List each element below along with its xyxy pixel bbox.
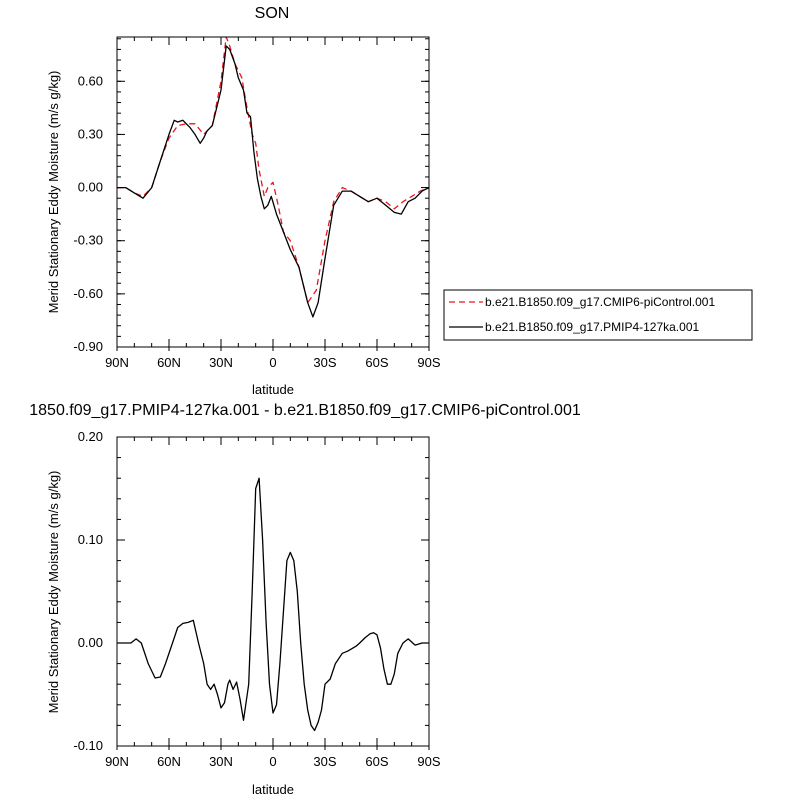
x-tick-label: 0 xyxy=(269,754,276,769)
top-y-tick-labels: 0.60 0.30 0.00 -0.30 -0.60 -0.90 xyxy=(73,73,103,354)
y-tick-label: 0.00 xyxy=(78,635,103,650)
top-y-axis-label: Merid Stationary Eddy Moisture (m/s g/kg… xyxy=(46,71,61,314)
y-tick-label: -0.30 xyxy=(73,233,103,248)
x-tick-label: 60N xyxy=(157,355,181,370)
bottom-plot-frame xyxy=(116,436,430,747)
series-line-pmip xyxy=(117,45,430,318)
x-tick-label: 30N xyxy=(209,754,233,769)
x-tick-label: 60S xyxy=(365,355,388,370)
x-tick-label: 90N xyxy=(105,754,129,769)
series-line-difference xyxy=(117,477,429,732)
top-chart-panel: SON 0.60 0.30 0.00 -0.30 -0.60 -0.90 90N 60N 30… xyxy=(46,5,753,397)
bottom-chart-panel: 1850.f09_g17.PMIP4-127ka.001 - b.e21.B18… xyxy=(29,402,581,797)
bottom-y-axis-label: Merid Stationary Eddy Moisture (m/s g/kg… xyxy=(46,471,61,714)
bottom-x-axis-label: latitude xyxy=(252,782,294,797)
top-x-axis-label: latitude xyxy=(252,382,294,397)
top-chart-title: SON xyxy=(255,5,290,22)
x-tick-label: 30N xyxy=(209,355,233,370)
x-tick-label: 60S xyxy=(365,754,388,769)
y-tick-label: 0.00 xyxy=(78,180,103,195)
y-tick-label: 0.20 xyxy=(78,429,103,444)
legend: b.e21.B1850.f09_g17.CMIP6-piControl.001 … xyxy=(443,289,753,341)
x-tick-label: 60N xyxy=(157,754,181,769)
x-tick-label: 0 xyxy=(269,355,276,370)
y-tick-label: -0.60 xyxy=(73,286,103,301)
legend-box xyxy=(443,289,753,341)
y-tick-label: 0.10 xyxy=(78,532,103,547)
bottom-series-lines xyxy=(117,477,429,732)
x-tick-label: 30S xyxy=(313,754,336,769)
bottom-axis-ticks xyxy=(116,436,430,750)
bottom-y-tick-labels: 0.20 0.10 0.00 -0.10 xyxy=(73,429,103,753)
top-x-tick-labels: 90N 60N 30N 0 30S 60S 90S xyxy=(105,355,441,370)
y-tick-label: 0.30 xyxy=(78,126,103,141)
x-tick-label: 90S xyxy=(417,355,440,370)
top-series-lines xyxy=(117,36,430,318)
legend-label-control: b.e21.B1850.f09_g17.CMIP6-piControl.001 xyxy=(485,295,715,309)
series-line-control xyxy=(117,36,430,304)
y-tick-label: 0.60 xyxy=(78,73,103,88)
y-tick-label: -0.10 xyxy=(73,738,103,753)
bottom-chart-title: 1850.f09_g17.PMIP4-127ka.001 - b.e21.B18… xyxy=(29,402,581,419)
y-tick-label: -0.90 xyxy=(73,339,103,354)
x-tick-label: 30S xyxy=(313,355,336,370)
x-tick-label: 90N xyxy=(105,355,129,370)
x-tick-label: 90S xyxy=(417,754,440,769)
top-axis-ticks xyxy=(116,37,430,351)
legend-label-pmip: b.e21.B1850.f09_g17.PMIP4-127ka.001 xyxy=(485,320,699,334)
top-plot-frame xyxy=(116,36,430,348)
bottom-x-tick-labels: 90N 60N 30N 0 30S 60S 90S xyxy=(105,754,441,769)
